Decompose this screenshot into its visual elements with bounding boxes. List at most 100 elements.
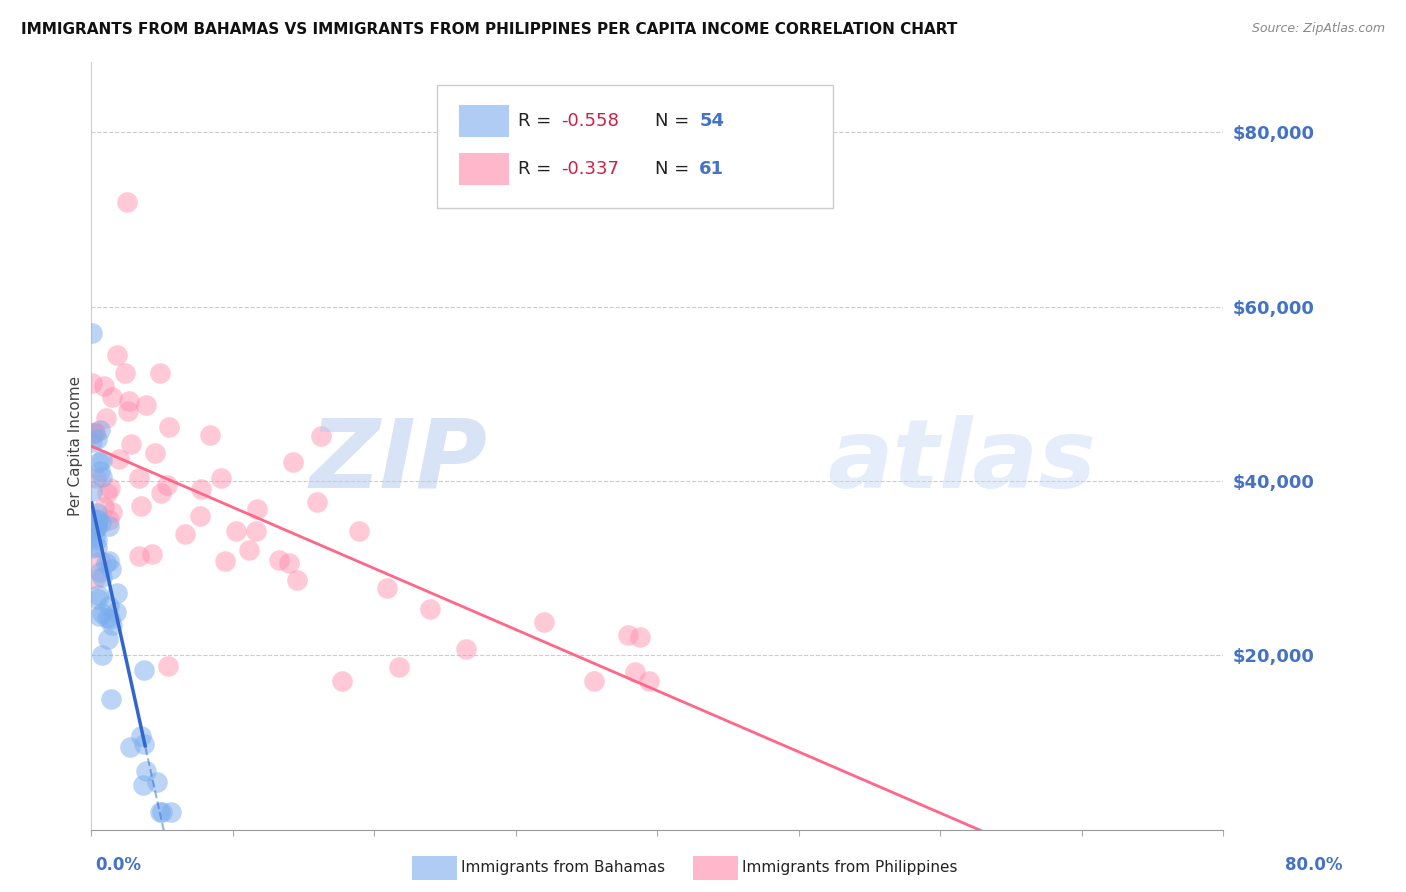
- Point: [128, 470, 150, 484]
- Point: [84, 425, 107, 439]
- Point: [98, 599, 121, 614]
- Point: [84, 572, 107, 586]
- Point: [330, 674, 353, 689]
- Point: [419, 602, 441, 616]
- Text: R =: R =: [517, 160, 557, 178]
- Point: [135, 398, 157, 412]
- Point: [96, 556, 118, 570]
- Point: [82, 484, 104, 499]
- Point: [90, 516, 112, 530]
- Point: [157, 659, 180, 673]
- Point: [87, 588, 110, 602]
- Point: [89, 565, 111, 579]
- Point: [120, 437, 142, 451]
- Point: [628, 630, 651, 644]
- Point: [132, 779, 155, 793]
- Point: [86, 518, 108, 533]
- Point: [97, 632, 120, 646]
- Point: [98, 513, 121, 527]
- Text: Immigrants from Philippines: Immigrants from Philippines: [742, 861, 957, 875]
- Point: [305, 495, 328, 509]
- Point: [388, 660, 411, 674]
- Text: Immigrants from Bahamas: Immigrants from Bahamas: [461, 861, 665, 875]
- Point: [98, 482, 121, 496]
- Point: [624, 665, 647, 679]
- Point: [90, 470, 112, 484]
- Point: [86, 533, 108, 547]
- Point: [128, 549, 150, 563]
- Point: [129, 500, 152, 514]
- Point: [105, 586, 128, 600]
- Point: [238, 542, 260, 557]
- Point: [149, 366, 172, 380]
- Point: [82, 516, 104, 530]
- Point: [96, 485, 118, 500]
- Point: [287, 573, 309, 587]
- Text: Source: ZipAtlas.com: Source: ZipAtlas.com: [1251, 22, 1385, 36]
- Point: [100, 612, 122, 626]
- Text: 61: 61: [699, 160, 724, 178]
- Text: IMMIGRANTS FROM BAHAMAS VS IMMIGRANTS FROM PHILIPPINES PER CAPITA INCOME CORRELA: IMMIGRANTS FROM BAHAMAS VS IMMIGRANTS FR…: [21, 22, 957, 37]
- Point: [87, 592, 110, 607]
- Point: [87, 455, 110, 469]
- FancyBboxPatch shape: [460, 153, 509, 186]
- Point: [86, 519, 108, 533]
- Point: [277, 556, 299, 570]
- Point: [129, 730, 152, 744]
- Point: [117, 404, 139, 418]
- Point: [90, 648, 112, 663]
- Point: [188, 508, 211, 523]
- Point: [245, 524, 267, 538]
- Point: [225, 524, 247, 538]
- Point: [91, 452, 114, 467]
- Point: [200, 428, 222, 442]
- Point: [86, 513, 108, 527]
- Point: [132, 663, 155, 677]
- Point: [83, 523, 105, 537]
- Point: [97, 554, 120, 568]
- Point: [115, 194, 138, 209]
- Point: [149, 805, 172, 819]
- Point: [93, 500, 115, 514]
- Point: [616, 628, 638, 642]
- Point: [101, 390, 124, 404]
- Point: [82, 376, 104, 390]
- Point: [82, 434, 104, 449]
- Point: [149, 486, 172, 500]
- Point: [104, 605, 127, 619]
- Point: [100, 692, 122, 706]
- Point: [281, 455, 304, 469]
- Point: [141, 548, 163, 562]
- Point: [93, 378, 115, 392]
- Point: [105, 348, 128, 362]
- Point: [89, 423, 111, 437]
- Point: [135, 764, 157, 778]
- FancyBboxPatch shape: [437, 86, 832, 208]
- Point: [214, 553, 236, 567]
- Point: [84, 521, 107, 535]
- Point: [114, 366, 136, 380]
- Point: [97, 519, 120, 533]
- Point: [83, 530, 105, 544]
- Point: [83, 511, 105, 525]
- Point: [86, 432, 108, 446]
- Text: 0.0%: 0.0%: [96, 856, 142, 874]
- Point: [160, 805, 183, 819]
- Text: -0.337: -0.337: [561, 160, 619, 178]
- Point: [132, 737, 155, 751]
- Point: [84, 471, 107, 485]
- Point: [118, 393, 141, 408]
- Point: [533, 615, 555, 629]
- Point: [190, 482, 212, 496]
- Point: [209, 471, 232, 485]
- Point: [82, 520, 104, 534]
- Text: N =: N =: [655, 112, 695, 129]
- Text: -0.558: -0.558: [561, 112, 619, 129]
- Point: [157, 419, 180, 434]
- FancyBboxPatch shape: [460, 104, 509, 136]
- Text: N =: N =: [655, 160, 695, 178]
- Point: [80, 511, 103, 525]
- Point: [89, 554, 111, 568]
- Point: [91, 570, 114, 584]
- Point: [101, 618, 124, 632]
